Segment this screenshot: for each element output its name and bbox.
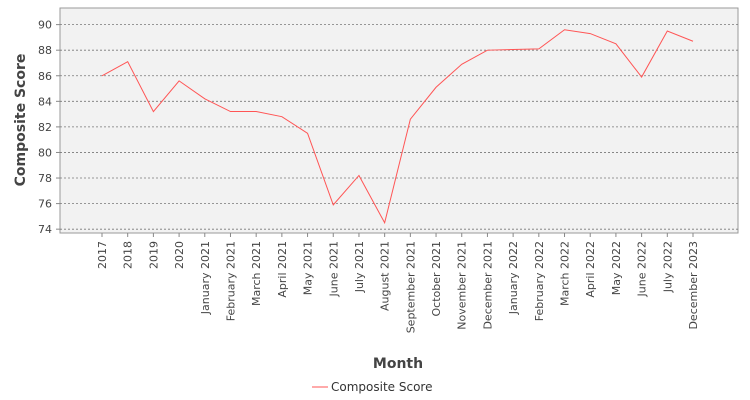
x-tick-label: April 2022 xyxy=(584,241,597,298)
x-tick-label: 2019 xyxy=(147,241,160,269)
legend-label: Composite Score xyxy=(331,380,432,394)
x-tick-label: June 2021 xyxy=(327,241,340,297)
x-tick-label: November 2021 xyxy=(456,241,469,330)
x-tick-label: April 2021 xyxy=(276,241,289,298)
x-tick-label: March 2022 xyxy=(559,241,572,306)
x-tick-label: 2018 xyxy=(122,241,135,269)
x-tick-label: February 2022 xyxy=(533,241,546,321)
x-tick-label: October 2021 xyxy=(430,241,443,317)
x-tick-label: February 2021 xyxy=(224,241,237,321)
x-tick-label: July 2022 xyxy=(661,241,674,293)
x-tick-label: July 2021 xyxy=(353,241,366,293)
legend: Composite Score xyxy=(312,380,432,394)
y-tick-label: 76 xyxy=(38,198,52,211)
x-tick-label: 2020 xyxy=(173,241,186,269)
y-tick-label: 84 xyxy=(38,95,52,108)
x-tick-label: January 2022 xyxy=(507,241,520,315)
y-tick-label: 80 xyxy=(38,146,52,159)
y-tick-label: 74 xyxy=(38,223,52,236)
y-tick-label: 78 xyxy=(38,172,52,185)
x-tick-label: 2017 xyxy=(96,241,109,269)
y-tick-label: 82 xyxy=(38,121,52,134)
plot-area xyxy=(59,7,739,234)
line xyxy=(101,29,694,225)
y-tick-label: 90 xyxy=(38,19,52,32)
x-tick-label: March 2021 xyxy=(250,241,263,306)
x-tick-label: May 2021 xyxy=(302,241,315,295)
y-tick-label: 88 xyxy=(38,44,52,57)
x-axis-title: Month xyxy=(373,356,423,372)
y-axis-title: Composite Score xyxy=(13,54,29,187)
x-tick-label: September 2021 xyxy=(404,241,417,333)
y-tick-label: 86 xyxy=(38,70,52,83)
x-tick-label: June 2022 xyxy=(636,241,649,297)
x-tick-label: January 2021 xyxy=(199,241,212,315)
x-tick-label: December 2021 xyxy=(481,241,494,330)
x-tick-label: August 2021 xyxy=(379,241,392,311)
x-tick-label: December 2023 xyxy=(687,241,700,330)
x-tick-label: May 2022 xyxy=(610,241,623,295)
